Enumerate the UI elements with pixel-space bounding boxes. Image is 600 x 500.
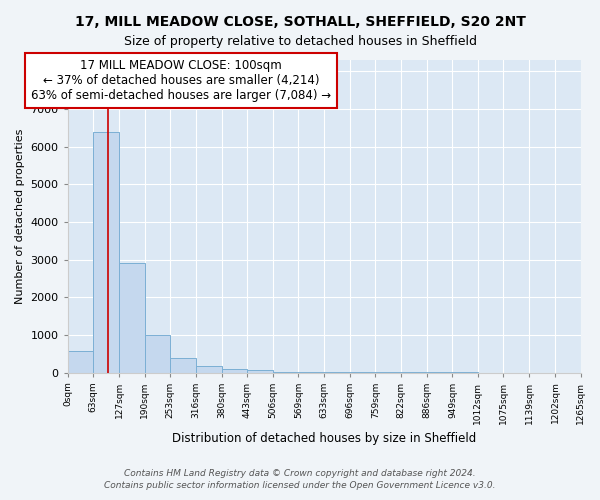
Bar [222,368,247,372]
Text: Size of property relative to detached houses in Sheffield: Size of property relative to detached ho… [124,35,476,48]
Text: 17, MILL MEADOW CLOSE, SOTHALL, SHEFFIELD, S20 2NT: 17, MILL MEADOW CLOSE, SOTHALL, SHEFFIEL… [74,15,526,29]
Bar [170,358,196,372]
Text: Contains HM Land Registry data © Crown copyright and database right 2024.
Contai: Contains HM Land Registry data © Crown c… [104,468,496,490]
Bar [93,132,119,372]
Y-axis label: Number of detached properties: Number of detached properties [15,128,25,304]
Bar [119,264,145,372]
Bar [68,352,93,372]
Bar [247,370,273,372]
Bar [196,366,222,372]
Text: 17 MILL MEADOW CLOSE: 100sqm
← 37% of detached houses are smaller (4,214)
63% of: 17 MILL MEADOW CLOSE: 100sqm ← 37% of de… [31,59,331,102]
X-axis label: Distribution of detached houses by size in Sheffield: Distribution of detached houses by size … [172,432,476,445]
Bar [145,335,170,372]
